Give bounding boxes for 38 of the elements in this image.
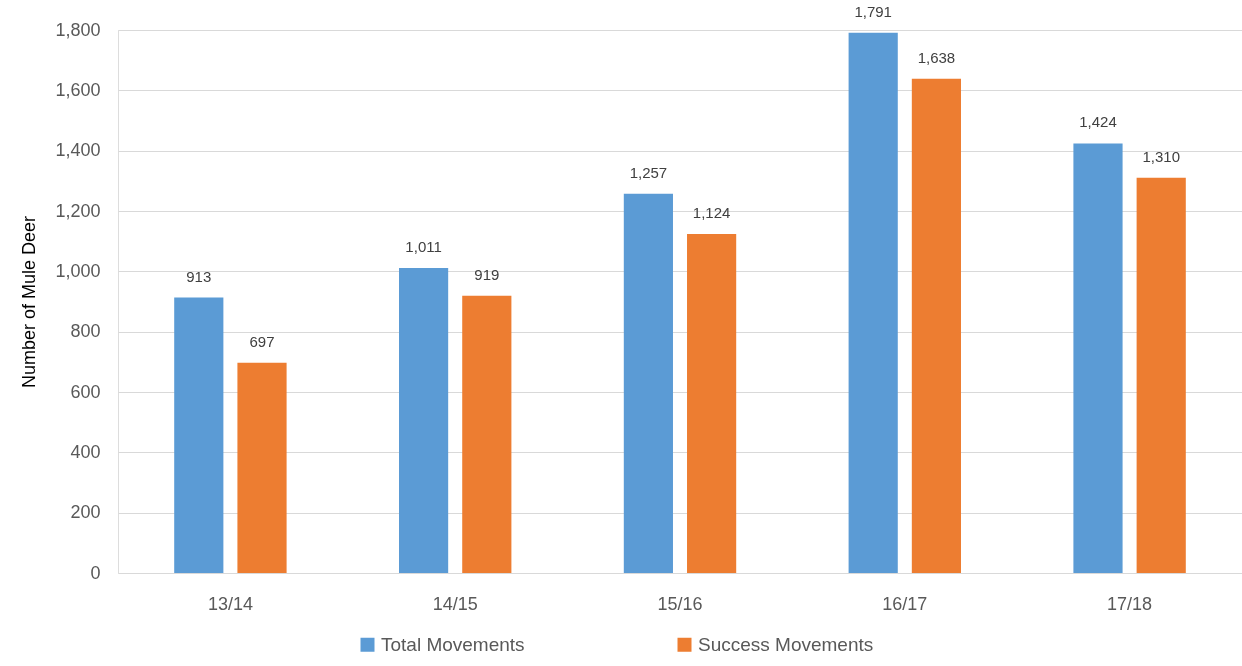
y-axis-title: Number of Mule Deer [19,215,40,389]
bar [911,78,961,573]
y-tick-label: 800 [70,321,101,342]
x-tick-label: 17/18 [1107,593,1153,614]
bar [237,362,287,573]
y-tick-label: 1,600 [55,79,101,100]
y-tick-label: 0 [90,562,101,583]
x-tick-label: 16/17 [882,593,928,614]
data-label: 1,424 [1079,113,1117,131]
data-label: 1,257 [629,163,668,181]
y-tick-label: 600 [70,381,101,402]
data-label: 697 [249,332,275,350]
data-label: 1,011 [405,238,442,256]
bar [687,233,737,573]
bar [623,193,673,573]
x-tick-label: 14/15 [432,593,478,614]
x-tick-label: 13/14 [207,593,253,614]
data-label: 913 [186,267,212,285]
data-label: 919 [474,265,500,283]
y-tick-label: 200 [70,502,101,523]
y-tick-label: 1,000 [55,260,101,281]
bar [399,268,449,573]
bar [1136,177,1186,573]
bar [462,295,512,573]
data-label: 1,791 [854,2,892,20]
data-label: 1,638 [917,48,956,66]
legend-label: Total Movements [381,633,525,655]
bar [848,32,898,573]
bar [1073,143,1123,573]
y-tick-label: 1,400 [55,140,101,161]
y-tick-label: 1,800 [55,19,101,40]
legend-label: Success Movements [698,633,874,655]
data-label: 1,124 [692,203,731,221]
x-tick-label: 15/16 [657,593,703,614]
y-tick-label: 400 [70,441,101,462]
data-label: 1,310 [1142,147,1180,165]
y-tick-label: 1,200 [55,200,101,221]
bar [174,297,224,573]
